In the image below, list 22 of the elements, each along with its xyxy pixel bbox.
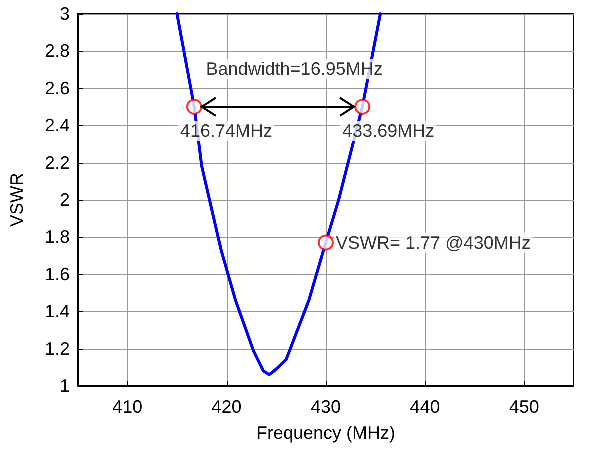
y-tick-label: 1.4 — [44, 302, 70, 322]
y-tick-label: 1.6 — [44, 264, 70, 284]
annotation: Bandwidth=16.95MHz — [206, 59, 383, 79]
y-tick-label: 2 — [60, 190, 70, 210]
y-tick-label: 1.2 — [44, 338, 70, 359]
annotation: 433.69MHz — [342, 121, 435, 141]
y-tick-label: 1 — [60, 376, 70, 396]
x-tick-label: 450 — [509, 397, 540, 417]
annotation: 416.74MHz — [180, 121, 272, 141]
x-axis-title: Frequency (MHz) — [256, 423, 396, 443]
y-tick-label: 1.8 — [44, 227, 70, 248]
x-tick-label: 430 — [310, 397, 342, 417]
x-tick-label: 440 — [410, 397, 440, 417]
y-tick-label: 2.2 — [44, 152, 70, 173]
y-tick-label: 2.6 — [44, 78, 70, 98]
y-tick-label: 2.4 — [44, 116, 70, 136]
x-tick-label: 410 — [112, 397, 143, 417]
y-tick-label: 2.8 — [44, 41, 70, 62]
y-axis-title: VSWR — [7, 173, 27, 227]
x-tick-label: 420 — [212, 397, 242, 417]
y-tick-label: 3 — [60, 4, 70, 24]
annotation: VSWR= 1.77 @430MHz — [336, 232, 531, 253]
